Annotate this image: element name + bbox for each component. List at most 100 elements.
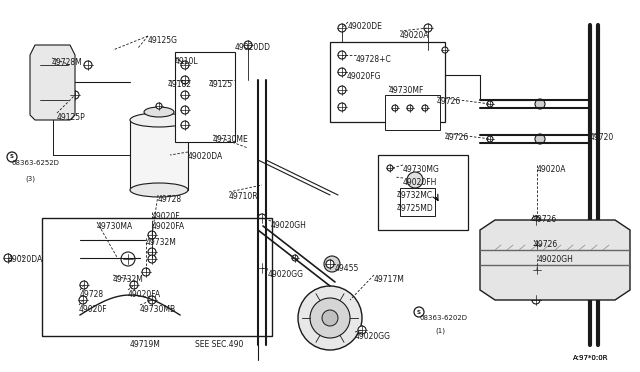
Circle shape [310, 298, 350, 338]
Text: S: S [10, 154, 14, 160]
Text: 49710R: 49710R [229, 192, 259, 201]
Text: 49020FG: 49020FG [347, 72, 381, 81]
Text: 49020GH: 49020GH [271, 221, 307, 230]
Circle shape [181, 106, 189, 114]
Text: 49020GG: 49020GG [355, 332, 391, 341]
Circle shape [71, 91, 79, 99]
Bar [175, 52, 235, 142]
Circle shape [532, 296, 540, 304]
Ellipse shape [144, 107, 174, 117]
Circle shape [487, 101, 493, 107]
Text: 49725MD: 49725MD [397, 204, 434, 213]
Text: 49726: 49726 [534, 240, 558, 249]
Text: 49717M: 49717M [374, 275, 405, 284]
Text: 49730MF: 49730MF [389, 86, 424, 95]
Circle shape [42, 72, 62, 92]
Circle shape [244, 41, 252, 49]
Text: 49720: 49720 [590, 133, 614, 142]
Circle shape [407, 172, 423, 188]
Text: 49730MB: 49730MB [140, 305, 176, 314]
Circle shape [181, 121, 189, 129]
Circle shape [532, 216, 540, 224]
Circle shape [292, 255, 298, 261]
Circle shape [148, 255, 156, 263]
Text: S: S [417, 310, 421, 314]
Circle shape [148, 296, 156, 304]
Circle shape [298, 286, 362, 350]
Text: 49020F: 49020F [79, 305, 108, 314]
Bar [400, 188, 435, 216]
Circle shape [487, 136, 493, 142]
Bar [378, 155, 468, 230]
Text: 49728: 49728 [158, 195, 182, 204]
Text: 4910L: 4910L [175, 57, 198, 66]
Text: 49728+C: 49728+C [356, 55, 392, 64]
Text: 49726: 49726 [533, 215, 557, 224]
Text: (1): (1) [435, 328, 445, 334]
Circle shape [424, 24, 432, 32]
Circle shape [358, 326, 366, 334]
Circle shape [181, 91, 189, 99]
Circle shape [181, 76, 189, 84]
Circle shape [142, 268, 150, 276]
Ellipse shape [130, 183, 188, 197]
Bar [330, 42, 445, 122]
Circle shape [124, 255, 132, 263]
Text: 49020DE: 49020DE [348, 22, 383, 31]
Text: 49182: 49182 [168, 80, 192, 89]
Bar [42, 218, 272, 336]
Circle shape [338, 103, 346, 111]
Circle shape [148, 248, 156, 256]
Text: SEE SEC.490: SEE SEC.490 [195, 340, 243, 349]
Circle shape [338, 68, 346, 76]
Circle shape [534, 242, 540, 248]
Circle shape [79, 296, 87, 304]
Circle shape [47, 77, 57, 87]
Circle shape [322, 310, 338, 326]
Text: 49020DA: 49020DA [188, 152, 223, 161]
Circle shape [130, 281, 138, 289]
Text: 49732M: 49732M [146, 238, 177, 247]
Text: 49020GH: 49020GH [538, 255, 574, 264]
Circle shape [414, 307, 424, 317]
Circle shape [535, 134, 545, 144]
Bar [385, 95, 440, 130]
Text: 49020DD: 49020DD [235, 43, 271, 52]
Circle shape [84, 61, 92, 69]
Text: 49020GG: 49020GG [268, 270, 304, 279]
Text: 49020FA: 49020FA [128, 290, 161, 299]
Text: 49728: 49728 [80, 290, 104, 299]
Circle shape [7, 152, 17, 162]
Text: 49728M: 49728M [52, 58, 83, 67]
Text: 49730ME: 49730ME [213, 135, 249, 144]
Circle shape [326, 260, 334, 268]
Text: 49730MG: 49730MG [403, 165, 440, 174]
Bar [130, 120, 188, 190]
Circle shape [534, 267, 540, 273]
Circle shape [181, 61, 189, 69]
Text: 49719M: 49719M [130, 340, 161, 349]
Circle shape [392, 105, 398, 111]
Text: 49732MC: 49732MC [397, 191, 433, 200]
Text: 49726: 49726 [445, 133, 469, 142]
Text: 49020DA: 49020DA [8, 255, 44, 264]
Text: 49125P: 49125P [57, 113, 86, 122]
Circle shape [387, 165, 393, 171]
Text: 08363-6202D: 08363-6202D [420, 315, 468, 321]
Circle shape [324, 256, 340, 272]
Circle shape [338, 24, 346, 32]
Circle shape [80, 281, 88, 289]
Circle shape [156, 103, 162, 109]
Circle shape [258, 214, 266, 222]
Text: 49726: 49726 [437, 97, 461, 106]
Text: (3): (3) [25, 175, 35, 182]
Circle shape [407, 105, 413, 111]
Circle shape [148, 231, 156, 239]
Circle shape [338, 51, 346, 59]
Text: 49020A: 49020A [537, 165, 566, 174]
Circle shape [535, 99, 545, 109]
Circle shape [121, 252, 135, 266]
Text: A:97*0:0R: A:97*0:0R [573, 355, 609, 361]
Text: 49732M: 49732M [113, 275, 144, 284]
Text: 49020A: 49020A [400, 31, 429, 40]
